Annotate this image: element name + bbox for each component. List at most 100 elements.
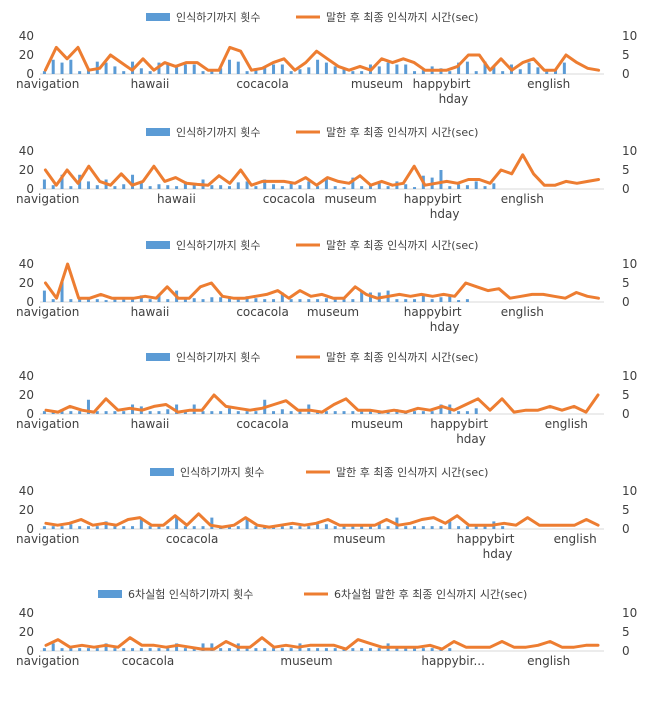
bar [219, 185, 223, 189]
bar [113, 299, 117, 302]
right-tick-label: 5 [622, 388, 630, 402]
bar [183, 299, 187, 302]
bar [413, 71, 417, 74]
left-tick-label: 40 [19, 29, 34, 43]
bar [404, 526, 408, 529]
bar [395, 64, 399, 74]
bar [298, 69, 302, 74]
bar [245, 181, 249, 189]
bar [192, 183, 196, 189]
bar [263, 179, 267, 189]
bar [122, 526, 126, 529]
bar [474, 408, 478, 414]
bar [386, 186, 390, 189]
bar [324, 524, 328, 529]
legend-line-label: 6차실험 말한 후 최종 인식까지 시간(sec) [334, 588, 527, 601]
chart-5: 인식하기까지 횟수 말한 후 최종 인식까지 시간(sec) 0 20 40 0 5 10 na… [16, 465, 637, 561]
bar [324, 179, 328, 189]
chart-1: 인식하기까지 횟수 말한 후 최종 인식까지 시간(sec) 0 20 40 0 5 10 na… [16, 10, 637, 106]
bar [465, 411, 469, 414]
bar [439, 404, 443, 414]
bar [60, 526, 64, 529]
legend-line-label: 말한 후 최종 인식까지 시간(sec) [326, 351, 478, 364]
bar [448, 521, 452, 529]
chart-2: 인식하기까지 횟수 말한 후 최종 인식까지 시간(sec) 0 20 40 0 5 10 na… [16, 125, 637, 221]
bar [342, 526, 346, 529]
bar [430, 299, 434, 302]
bar [192, 526, 196, 529]
bar [42, 290, 46, 302]
bar [430, 648, 434, 651]
legend-bar-label: 인식하기까지 횟수 [176, 10, 260, 24]
bar [166, 299, 170, 302]
bar [122, 411, 126, 414]
bar [201, 411, 205, 414]
category-label: museum [351, 417, 403, 431]
bar [175, 65, 179, 74]
bar [289, 183, 293, 189]
bar [263, 66, 267, 74]
bar [192, 298, 196, 302]
bar [51, 299, 55, 302]
bar [210, 297, 214, 302]
bar [316, 524, 320, 529]
bar [113, 66, 117, 74]
bar [175, 517, 179, 529]
bar [377, 523, 381, 529]
bar [131, 174, 135, 189]
bar [421, 411, 425, 414]
bar [139, 519, 143, 529]
right-tick-label: 10 [622, 29, 637, 43]
bar [280, 186, 284, 189]
right-tick-label: 0 [622, 67, 630, 81]
right-tick-label: 0 [622, 182, 630, 196]
bar [272, 184, 276, 189]
bar [280, 64, 284, 74]
bar [421, 648, 425, 651]
category-label: cocacola [236, 77, 289, 91]
bar [448, 186, 452, 189]
bar [69, 59, 73, 74]
bar [148, 648, 152, 651]
legend-bar-label: 인식하기까지 횟수 [176, 350, 260, 364]
bar [42, 526, 46, 529]
bar [351, 177, 355, 189]
bar [183, 526, 187, 529]
bar [404, 64, 408, 74]
left-tick-label: 20 [19, 48, 34, 62]
bar [86, 526, 90, 529]
legend-bar-swatch [146, 128, 170, 136]
bar [483, 61, 487, 74]
left-tick-label: 0 [26, 644, 34, 658]
bar [95, 526, 99, 529]
bar [324, 648, 328, 651]
bar [236, 526, 240, 529]
bar [333, 526, 337, 529]
series-line [43, 45, 601, 72]
bar [210, 411, 214, 414]
category-label: cocacola [263, 192, 316, 206]
bar [236, 61, 240, 74]
bar [342, 68, 346, 74]
bar [78, 71, 82, 74]
bar [439, 170, 443, 189]
bar [104, 521, 108, 529]
category-label: hawaii [157, 192, 196, 206]
series-line [44, 512, 600, 529]
bar [263, 648, 267, 651]
bar [236, 299, 240, 302]
right-tick-label: 0 [622, 644, 630, 658]
bar [333, 66, 337, 74]
category-label-part: happybirt [404, 305, 462, 319]
bar [122, 648, 126, 651]
bar [42, 648, 46, 651]
category-label: happybirt hday [457, 532, 515, 561]
bar [104, 643, 108, 651]
chart-4: 인식하기까지 횟수 말한 후 최종 인식까지 시간(sec) 0 20 40 0 5 10 na… [16, 350, 637, 446]
bar [104, 300, 108, 302]
bar [298, 299, 302, 302]
right-tick-label: 10 [622, 484, 637, 498]
bar [42, 411, 46, 414]
bar [333, 186, 337, 189]
bar [351, 411, 355, 414]
